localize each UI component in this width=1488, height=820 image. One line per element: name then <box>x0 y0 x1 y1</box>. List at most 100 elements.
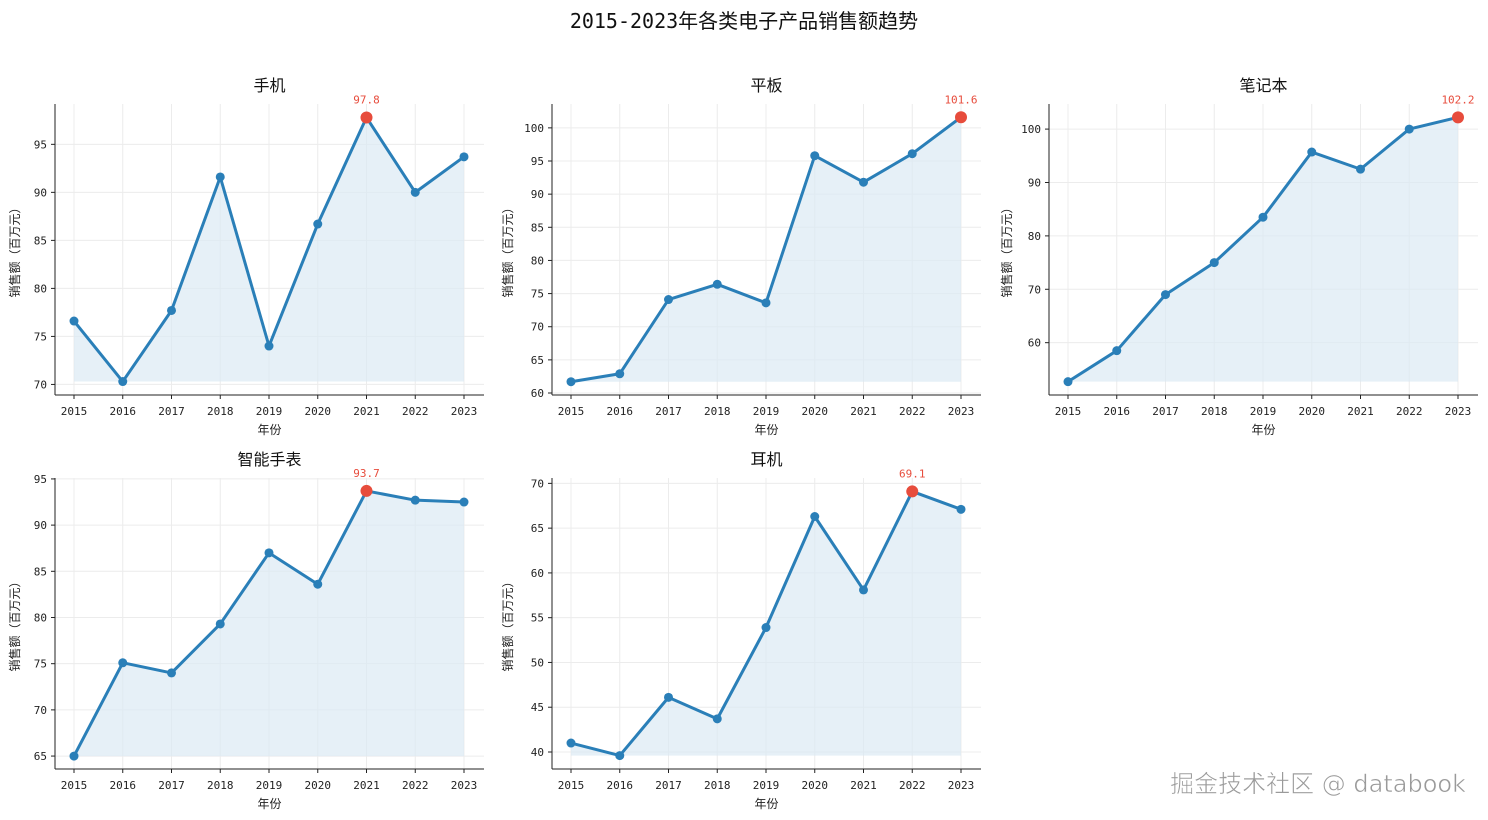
data-point <box>264 341 274 351</box>
subplot-5: 69.1 40 45 50 55 60 65 70 2015 2016 2017 2018 2019 20… <box>500 450 981 811</box>
x-tick-label: 2020 <box>305 779 332 792</box>
x-tick-label: 2019 <box>753 779 780 792</box>
y-tick-label: 80 <box>34 282 47 295</box>
y-tick-label: 65 <box>34 750 47 763</box>
y-tick-label: 70 <box>531 477 544 490</box>
x-tick-label: 2022 <box>402 405 429 418</box>
data-point <box>118 377 128 387</box>
data-point <box>1404 124 1414 134</box>
subplot-title: 智能手表 <box>237 450 301 469</box>
max-point <box>1452 111 1464 124</box>
x-axis-label: 年份 <box>754 423 778 437</box>
y-tick-label: 60 <box>531 567 544 580</box>
data-point <box>167 305 176 315</box>
y-tick-label: 55 <box>531 612 544 625</box>
data-point <box>215 619 225 629</box>
data-point <box>712 279 722 289</box>
x-tick-label: 2023 <box>1445 405 1472 418</box>
x-tick-label: 2019 <box>753 405 780 418</box>
x-tick-label: 2023 <box>451 405 478 418</box>
data-point <box>1161 290 1170 300</box>
area-fill <box>74 117 464 382</box>
y-tick-label: 60 <box>1028 337 1041 350</box>
y-axis-label: 销售额（百万元） <box>500 201 515 297</box>
y-tick-label: 75 <box>34 330 47 343</box>
y-tick-label: 80 <box>1028 230 1041 243</box>
x-tick-label: 2015 <box>1055 405 1082 418</box>
x-tick-label: 2016 <box>110 779 137 792</box>
data-point <box>69 316 79 326</box>
area-fill <box>1068 117 1458 382</box>
y-tick-label: 95 <box>531 155 544 168</box>
data-point <box>615 751 625 761</box>
subplot-3: 102.2 60 70 80 90 100 2015 2016 2017 2018 2019 2020… <box>999 76 1478 437</box>
x-tick-label: 2017 <box>1152 405 1179 418</box>
x-axis-label: 年份 <box>1251 423 1275 437</box>
data-point <box>69 751 79 761</box>
area-fill <box>74 490 464 757</box>
x-tick-label: 2021 <box>850 779 877 792</box>
data-point <box>566 377 576 387</box>
data-point <box>1112 346 1122 356</box>
x-tick-label: 2017 <box>158 405 185 418</box>
area-fill <box>571 491 961 756</box>
x-tick-label: 2015 <box>558 779 585 792</box>
data-point <box>264 548 274 558</box>
x-tick-label: 2018 <box>1201 405 1228 418</box>
y-tick-label: 85 <box>531 221 544 234</box>
data-point <box>859 177 868 187</box>
subplot-title: 手机 <box>253 76 285 95</box>
data-point <box>615 369 625 379</box>
x-tick-label: 2018 <box>704 405 731 418</box>
y-axis-label: 销售额（百万元） <box>500 575 515 671</box>
x-tick-label: 2022 <box>899 779 926 792</box>
max-point <box>360 484 373 497</box>
x-tick-label: 2022 <box>1396 405 1423 418</box>
y-tick-label: 95 <box>34 473 47 486</box>
subplot-title: 笔记本 <box>1239 76 1287 95</box>
x-tick-label: 2020 <box>802 405 829 418</box>
data-point <box>956 504 966 514</box>
watermark: 掘金技术社区 @ databook <box>1170 770 1466 798</box>
data-point <box>313 579 323 589</box>
y-tick-label: 50 <box>531 656 544 669</box>
x-tick-label: 2017 <box>655 779 682 792</box>
data-point <box>1063 377 1073 387</box>
data-point <box>215 172 225 182</box>
y-tick-label: 90 <box>531 188 544 201</box>
data-point <box>1307 147 1317 157</box>
x-tick-label: 2021 <box>353 405 380 418</box>
x-tick-label: 2018 <box>207 405 234 418</box>
y-tick-label: 90 <box>34 519 47 532</box>
x-tick-label: 2021 <box>850 405 877 418</box>
max-label: 69.1 <box>899 467 926 480</box>
x-tick-label: 2015 <box>558 405 585 418</box>
data-point <box>566 738 576 748</box>
x-axis-label: 年份 <box>754 797 778 811</box>
x-tick-label: 2015 <box>61 779 88 792</box>
y-tick-label: 85 <box>34 234 47 247</box>
max-label: 101.6 <box>944 93 977 106</box>
y-axis-label: 销售额（百万元） <box>7 575 22 671</box>
y-tick-label: 70 <box>34 378 47 391</box>
x-tick-label: 2018 <box>207 779 234 792</box>
data-point <box>810 512 820 522</box>
y-tick-label: 75 <box>531 288 544 301</box>
data-point <box>167 668 176 678</box>
data-point <box>712 714 722 724</box>
data-point <box>810 151 820 161</box>
y-tick-label: 85 <box>34 565 47 578</box>
x-tick-label: 2015 <box>61 405 88 418</box>
figure-title: 2015-2023年各类电子产品销售额趋势 <box>570 9 918 33</box>
y-tick-label: 100 <box>524 122 544 135</box>
subplot-1: 97.8 70 75 80 85 90 95 2015 2016 2017 2018 2019 2020… <box>7 76 484 437</box>
y-tick-label: 80 <box>34 611 47 624</box>
x-tick-label: 2017 <box>655 405 682 418</box>
x-axis-label: 年份 <box>257 797 281 811</box>
y-tick-label: 65 <box>531 354 544 367</box>
x-axis-label: 年份 <box>257 423 281 437</box>
data-point <box>1258 212 1268 222</box>
x-tick-label: 2023 <box>948 779 975 792</box>
x-tick-label: 2020 <box>1299 405 1326 418</box>
